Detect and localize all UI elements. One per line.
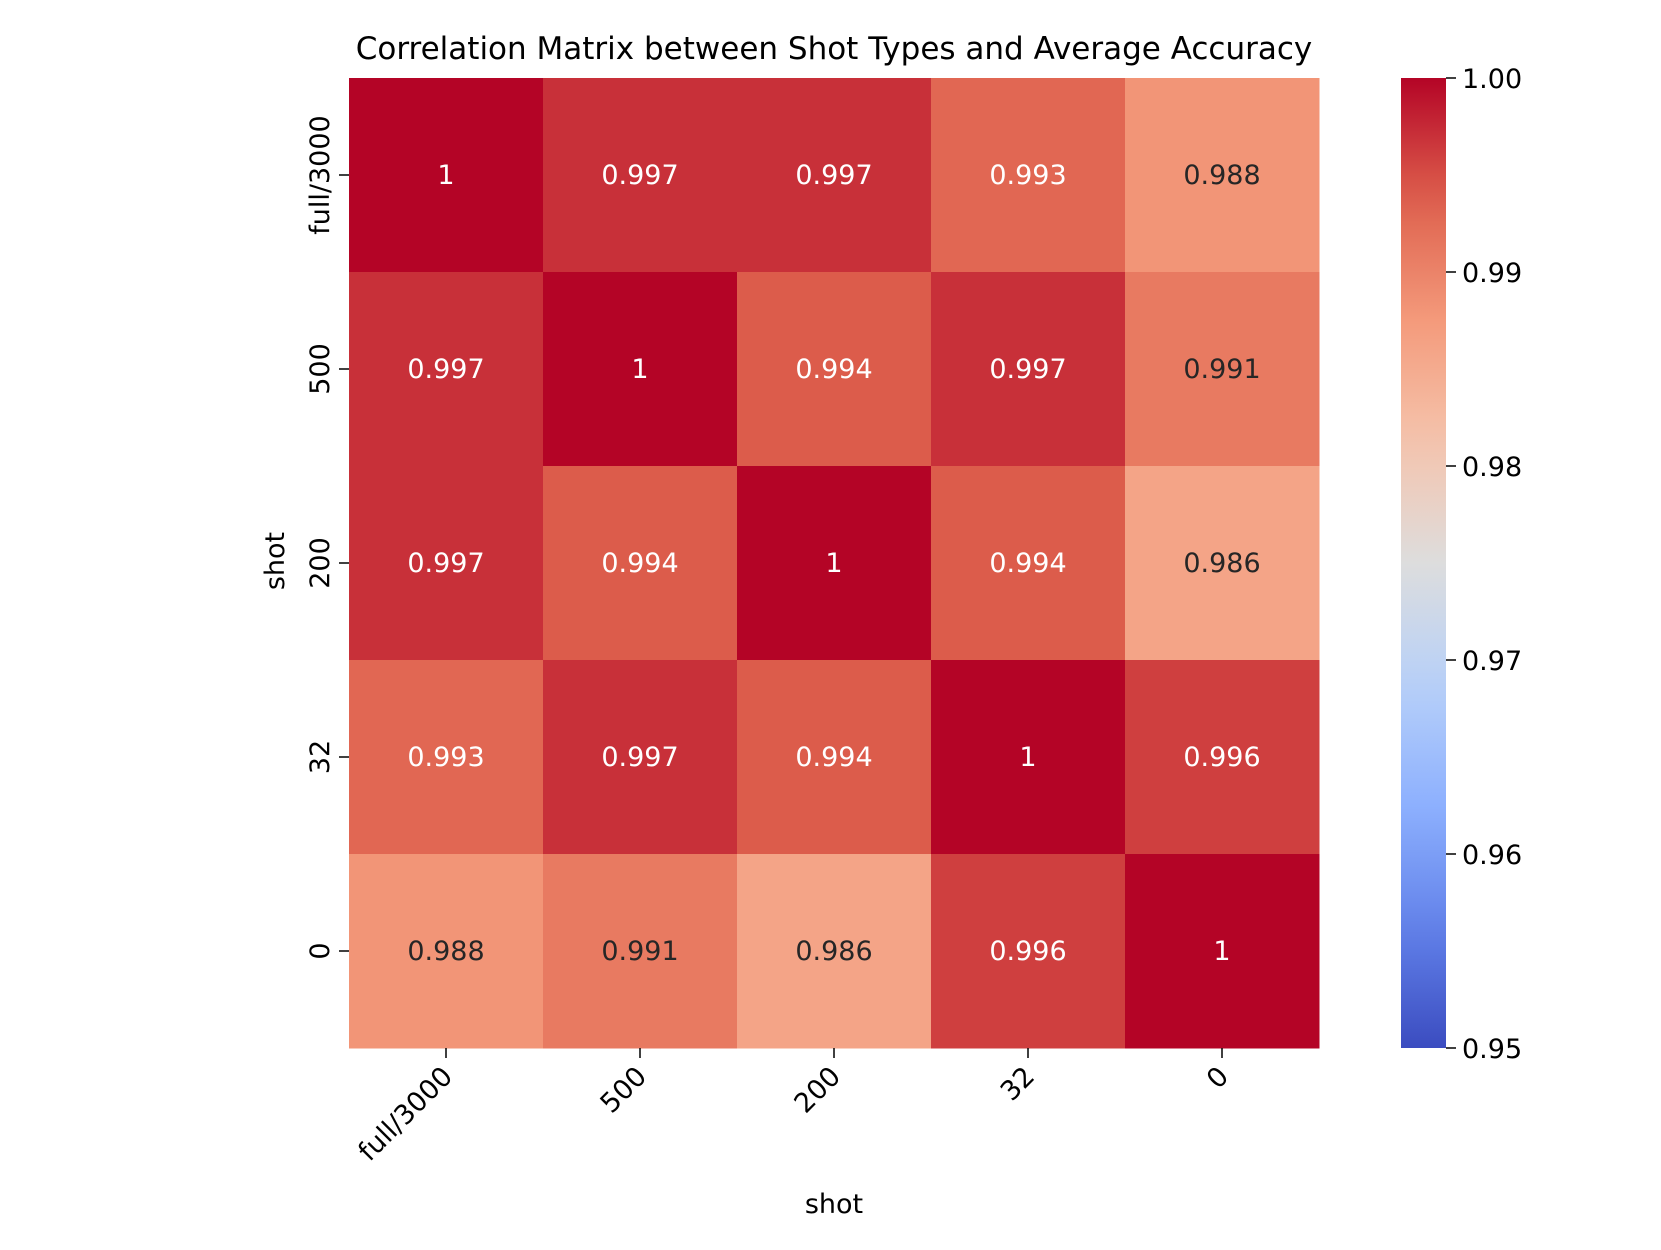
- heatmap-cell: [349, 272, 544, 467]
- heatmap-cell: [1125, 660, 1320, 855]
- colorbar-tick-label: 0.96: [1462, 840, 1522, 871]
- cell-annotation: 1: [825, 548, 842, 579]
- heatmap-cell: [931, 660, 1126, 855]
- cell-annotation: 1: [1019, 742, 1036, 773]
- cell-annotation: 0.994: [989, 548, 1066, 579]
- heatmap-cell: [737, 78, 932, 273]
- cell-annotation: 0.994: [795, 354, 872, 385]
- heatmap-cell: [543, 660, 738, 855]
- y-tick-label: full/3000: [305, 115, 336, 234]
- cell-annotation: 0.993: [989, 160, 1066, 191]
- heatmap-cell: [349, 466, 544, 661]
- colorbar-tick-label: 0.97: [1462, 646, 1522, 677]
- cell-annotation: 0.997: [407, 548, 484, 579]
- heatmap-cell: [931, 78, 1126, 273]
- y-tick-label: 200: [305, 537, 336, 589]
- cell-annotation: 0.996: [989, 936, 1066, 967]
- y-tick-label: 0: [305, 942, 336, 959]
- cell-annotation: 0.986: [1183, 548, 1260, 579]
- cell-annotation: 1: [1213, 936, 1230, 967]
- heatmap-cell: [1125, 854, 1320, 1049]
- x-tick-label: 0: [1201, 1061, 1235, 1095]
- heatmap-cell: [931, 272, 1126, 467]
- x-tick-label: 200: [789, 1061, 847, 1119]
- heatmap-cell: [349, 854, 544, 1049]
- cell-annotation: 0.994: [795, 742, 872, 773]
- cell-annotation: 0.996: [1183, 742, 1260, 773]
- cell-annotation: 0.991: [601, 936, 678, 967]
- heatmap-cell: [543, 78, 738, 273]
- colorbar-tick-label: 0.98: [1462, 452, 1522, 483]
- colorbar-tick-label: 0.95: [1462, 1034, 1522, 1065]
- heatmap-cell: [931, 854, 1126, 1049]
- cell-annotation: 0.994: [601, 548, 678, 579]
- cell-annotations: 1 0.997 0.997 0.993 0.988 0.997 1 0.994 0.997 0.9…: [407, 160, 1260, 967]
- cell-annotation: 1: [437, 160, 454, 191]
- heatmap-cell: [349, 660, 544, 855]
- cell-annotation: 0.997: [989, 354, 1066, 385]
- heatmap-cell: [1125, 466, 1320, 661]
- heatmap-cells: [349, 78, 1320, 1049]
- colorbar: 0.95 0.96 0.97 0.98 0.99 1.00: [1401, 64, 1522, 1065]
- x-tick-label: 500: [595, 1061, 653, 1119]
- cell-annotation: 0.988: [1183, 160, 1260, 191]
- x-axis-label: shot: [805, 1189, 863, 1220]
- cell-annotation: 0.997: [795, 160, 872, 191]
- heatmap-cell: [543, 466, 738, 661]
- cell-annotation: 0.991: [1183, 354, 1260, 385]
- cell-annotation: 0.993: [407, 742, 484, 773]
- colorbar-tick-label: 1.00: [1462, 64, 1522, 95]
- cell-annotation: 0.997: [601, 742, 678, 773]
- y-axis-label: shot: [260, 532, 291, 590]
- y-axis: full/3000 500 200 32 0: [305, 115, 349, 960]
- heatmap-cell: [349, 78, 544, 273]
- heatmap-cell: [1125, 78, 1320, 273]
- heatmap-cell: [737, 466, 932, 661]
- colorbar-tick-label: 0.99: [1462, 258, 1522, 289]
- heatmap-cell: [931, 466, 1126, 661]
- heatmap-cell: [737, 272, 932, 467]
- x-axis: full/3000 500 200 32 0: [353, 1048, 1235, 1167]
- colorbar-gradient: [1401, 78, 1446, 1048]
- heatmap-cell: [543, 272, 738, 467]
- x-tick-label: 32: [995, 1061, 1041, 1107]
- heatmap-cell: [1125, 272, 1320, 467]
- y-tick-label: 32: [305, 740, 336, 774]
- chart-title: Correlation Matrix between Shot Types an…: [356, 31, 1313, 67]
- heatmap-cell: [543, 854, 738, 1049]
- heatmap-cell: [737, 854, 932, 1049]
- y-tick-label: 500: [305, 343, 336, 395]
- cell-annotation: 0.986: [795, 936, 872, 967]
- cell-annotation: 0.988: [407, 936, 484, 967]
- cell-annotation: 0.997: [601, 160, 678, 191]
- cell-annotation: 1: [631, 354, 648, 385]
- heatmap-cell: [737, 660, 932, 855]
- x-tick-label: full/3000: [353, 1061, 459, 1167]
- cell-annotation: 0.997: [407, 354, 484, 385]
